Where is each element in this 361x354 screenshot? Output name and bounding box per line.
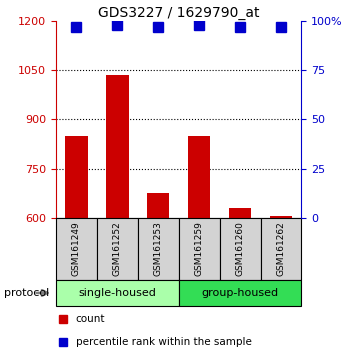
Bar [179, 280, 301, 306]
Text: GSM161253: GSM161253 [154, 221, 163, 276]
Bar [97, 218, 138, 280]
Bar [261, 218, 301, 280]
Text: GSM161262: GSM161262 [277, 221, 286, 276]
Text: protocol: protocol [4, 288, 49, 298]
Bar [179, 218, 219, 280]
Text: single-housed: single-housed [78, 288, 156, 298]
Bar [147, 193, 170, 218]
Text: GSM161259: GSM161259 [195, 221, 204, 276]
Text: group-housed: group-housed [201, 288, 279, 298]
Text: GSM161260: GSM161260 [236, 221, 244, 276]
Bar [138, 218, 179, 280]
Text: percentile rank within the sample: percentile rank within the sample [75, 337, 252, 348]
Bar [56, 218, 97, 280]
Text: GSM161252: GSM161252 [113, 221, 122, 276]
Bar [56, 280, 179, 306]
Bar [270, 216, 292, 218]
Bar [188, 136, 210, 218]
Text: count: count [75, 314, 105, 325]
Bar [229, 208, 251, 218]
Text: GSM161249: GSM161249 [72, 221, 81, 276]
Title: GDS3227 / 1629790_at: GDS3227 / 1629790_at [98, 6, 260, 20]
Bar [219, 218, 261, 280]
Bar [106, 75, 129, 218]
Bar [65, 136, 88, 218]
